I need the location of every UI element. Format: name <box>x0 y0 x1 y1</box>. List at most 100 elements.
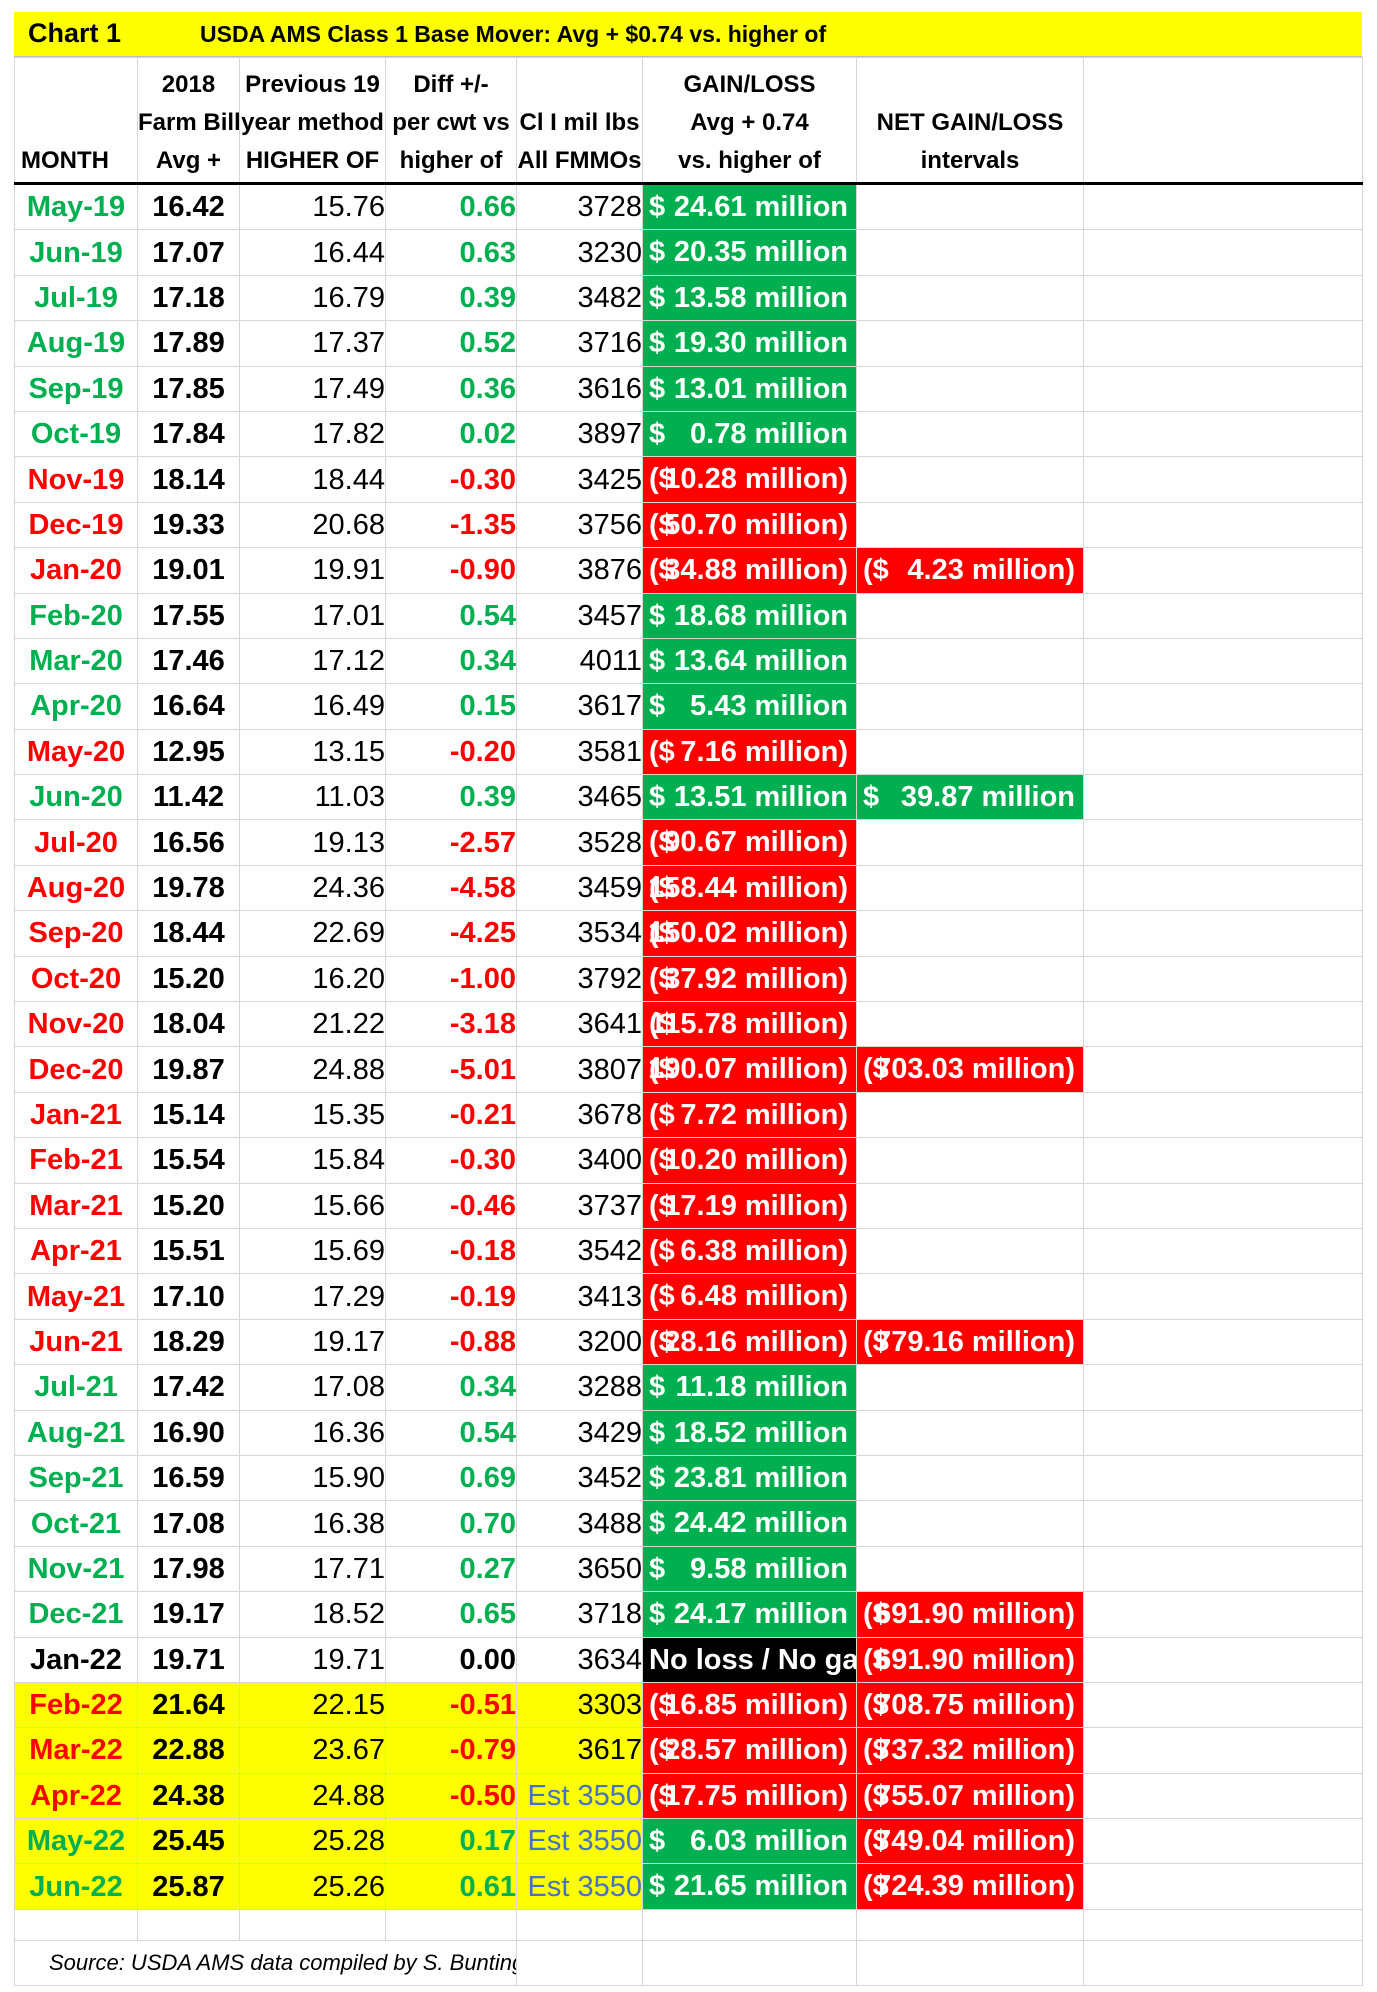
class1-lbs-cell: 3534 <box>516 910 643 957</box>
amount: 10.20 million) <box>664 1144 848 1177</box>
previous-method-cell: 16.38 <box>239 1500 386 1547</box>
class1-lbs-cell: Est 3550 <box>516 1818 643 1865</box>
previous-method-cell: 19.17 <box>239 1318 386 1366</box>
previous-method-cell: 24.88 <box>239 1046 386 1093</box>
diff-cell: 0.61 <box>385 1863 517 1910</box>
net-gain-loss-cell <box>856 683 1084 730</box>
source-note: Source: USDA AMS data compiled by S. Bun… <box>14 1939 517 1986</box>
table-row: Apr-22 24.38 24.88 -0.50 Est 3550 ($ 17.75 mil… <box>14 1772 1363 1820</box>
table-row: May-22 25.45 25.28 0.17 Est 3550 $6.03 millio… <box>14 1818 1363 1865</box>
previous-method-cell: 15.66 <box>239 1182 386 1229</box>
amount: 7.16 million) <box>680 735 848 768</box>
diff-cell: 0.39 <box>385 274 517 322</box>
farm-bill-avg-cell: 25.45 <box>137 1818 240 1865</box>
month-cell: Apr-22 <box>14 1772 138 1820</box>
previous-method-cell: 17.12 <box>239 637 386 685</box>
table-row: Feb-20 17.55 17.01 0.54 3457 $18.68 million <box>14 592 1363 639</box>
previous-method-cell: 22.69 <box>239 910 386 957</box>
table-row: Aug-21 16.90 16.36 0.54 3429 $18.52 million <box>14 1409 1363 1456</box>
gain-loss-cell: $23.81 million <box>642 1454 857 1502</box>
class1-lbs-cell: 3718 <box>516 1591 643 1638</box>
month-cell: Jan-22 <box>14 1636 138 1683</box>
previous-method-cell: 17.01 <box>239 592 386 639</box>
gain-loss-cell: ($ 7.72 million) <box>642 1091 857 1139</box>
previous-method-cell: 25.28 <box>239 1818 386 1865</box>
net-gain-loss-cell <box>856 274 1084 322</box>
gain-loss-cell: $13.51 million <box>642 774 857 821</box>
month-cell: Mar-22 <box>14 1727 138 1774</box>
header-farm-bill: 2018 Farm Bill Avg + <box>137 57 240 185</box>
net-gain-loss-cell <box>856 1364 1084 1411</box>
table-row: Dec-21 19.17 18.52 0.65 3718 $24.17 million ($… <box>14 1591 1363 1638</box>
header-diff: Diff +/- per cwt vs higher of <box>385 57 517 185</box>
farm-bill-avg-cell: 15.54 <box>137 1137 240 1184</box>
gain-loss-cell: ($ 50.70 million) <box>642 501 857 549</box>
diff-cell: 0.63 <box>385 229 517 276</box>
currency-symbol: $ <box>649 690 666 723</box>
no-change-label: No loss / No gain <box>649 1643 857 1676</box>
empty-cell <box>1083 1273 1363 1320</box>
month-cell: Sep-20 <box>14 910 138 957</box>
currency-symbol: $ <box>649 236 666 269</box>
gain-loss-cell: ($ 158.44 million) <box>642 864 857 912</box>
diff-cell: 0.70 <box>385 1500 517 1547</box>
month-cell: Jul-21 <box>14 1364 138 1411</box>
amount: 28.16 million) <box>664 1325 848 1358</box>
month-cell: Dec-20 <box>14 1046 138 1093</box>
amount: 13.64 million <box>673 644 848 677</box>
net-gain-loss-cell <box>856 1273 1084 1320</box>
currency-symbol: ($ <box>649 1144 675 1177</box>
currency-symbol: $ <box>863 781 880 814</box>
net-gain-loss-cell <box>856 1001 1084 1048</box>
amount: 115.78 million) <box>649 1008 848 1041</box>
table-row: Oct-19 17.84 17.82 0.02 3897 $0.78 million <box>14 410 1363 458</box>
amount: 90.67 million) <box>664 826 848 859</box>
class1-lbs-cell: 3230 <box>516 229 643 276</box>
gain-loss-cell: ($ 28.57 million) <box>642 1727 857 1774</box>
empty-cell <box>1083 1500 1363 1547</box>
diff-cell: -0.30 <box>385 1137 517 1184</box>
month-cell: Dec-21 <box>14 1591 138 1638</box>
net-gain-loss-cell <box>856 1409 1084 1456</box>
class1-lbs-cell: 3528 <box>516 819 643 866</box>
month-cell: Jun-22 <box>14 1863 138 1910</box>
previous-method-cell: 19.71 <box>239 1636 386 1683</box>
currency-symbol: ($ <box>863 1734 889 1767</box>
currency-symbol: ($ <box>649 1189 675 1222</box>
amount: 21.65 million <box>673 1870 848 1903</box>
empty-cell <box>1083 1046 1363 1093</box>
amount: 703.03 million) <box>875 1053 1075 1086</box>
net-gain-loss-cell <box>856 456 1084 503</box>
gain-loss-cell: No loss / No gain <box>642 1636 857 1683</box>
currency-symbol: $ <box>649 781 666 814</box>
table-row: Oct-21 17.08 16.38 0.70 3488 $24.42 million <box>14 1500 1363 1547</box>
farm-bill-avg-cell: 17.08 <box>137 1500 240 1547</box>
empty-cell <box>1083 365 1363 412</box>
farm-bill-avg-cell: 19.01 <box>137 547 240 594</box>
previous-method-cell: 19.91 <box>239 547 386 594</box>
farm-bill-avg-cell: 15.51 <box>137 1227 240 1275</box>
farm-bill-avg-cell: 11.42 <box>137 774 240 821</box>
diff-cell: -0.30 <box>385 456 517 503</box>
net-gain-loss-cell <box>856 365 1084 412</box>
gain-loss-cell: ($ 28.16 million) <box>642 1318 857 1366</box>
month-cell: Jan-20 <box>14 547 138 594</box>
empty-cell <box>1083 1545 1363 1593</box>
amount: 20.35 million <box>673 236 848 269</box>
currency-symbol: $ <box>649 1461 666 1494</box>
diff-cell: 0.69 <box>385 1454 517 1502</box>
gain-loss-cell: ($ 7.16 million) <box>642 728 857 776</box>
amount: 749.04 million) <box>875 1825 1075 1858</box>
table-row: Jun-22 25.87 25.26 0.61 Est 3550 $21.65 milli… <box>14 1863 1363 1910</box>
net-gain-loss-cell: ($ 779.16 million) <box>856 1318 1084 1366</box>
empty-cell <box>1083 637 1363 685</box>
month-cell: Jun-21 <box>14 1318 138 1366</box>
net-gain-loss-cell <box>856 1454 1084 1502</box>
class1-lbs-cell: Est 3550 <box>516 1863 643 1910</box>
empty-cell <box>1083 955 1363 1003</box>
net-gain-loss-cell: ($ 708.75 million) <box>856 1681 1084 1729</box>
amount: 6.38 million) <box>680 1234 848 1267</box>
empty-cell <box>1083 547 1363 594</box>
amount: 158.44 million) <box>648 871 848 904</box>
header-month: MONTH <box>14 57 138 185</box>
